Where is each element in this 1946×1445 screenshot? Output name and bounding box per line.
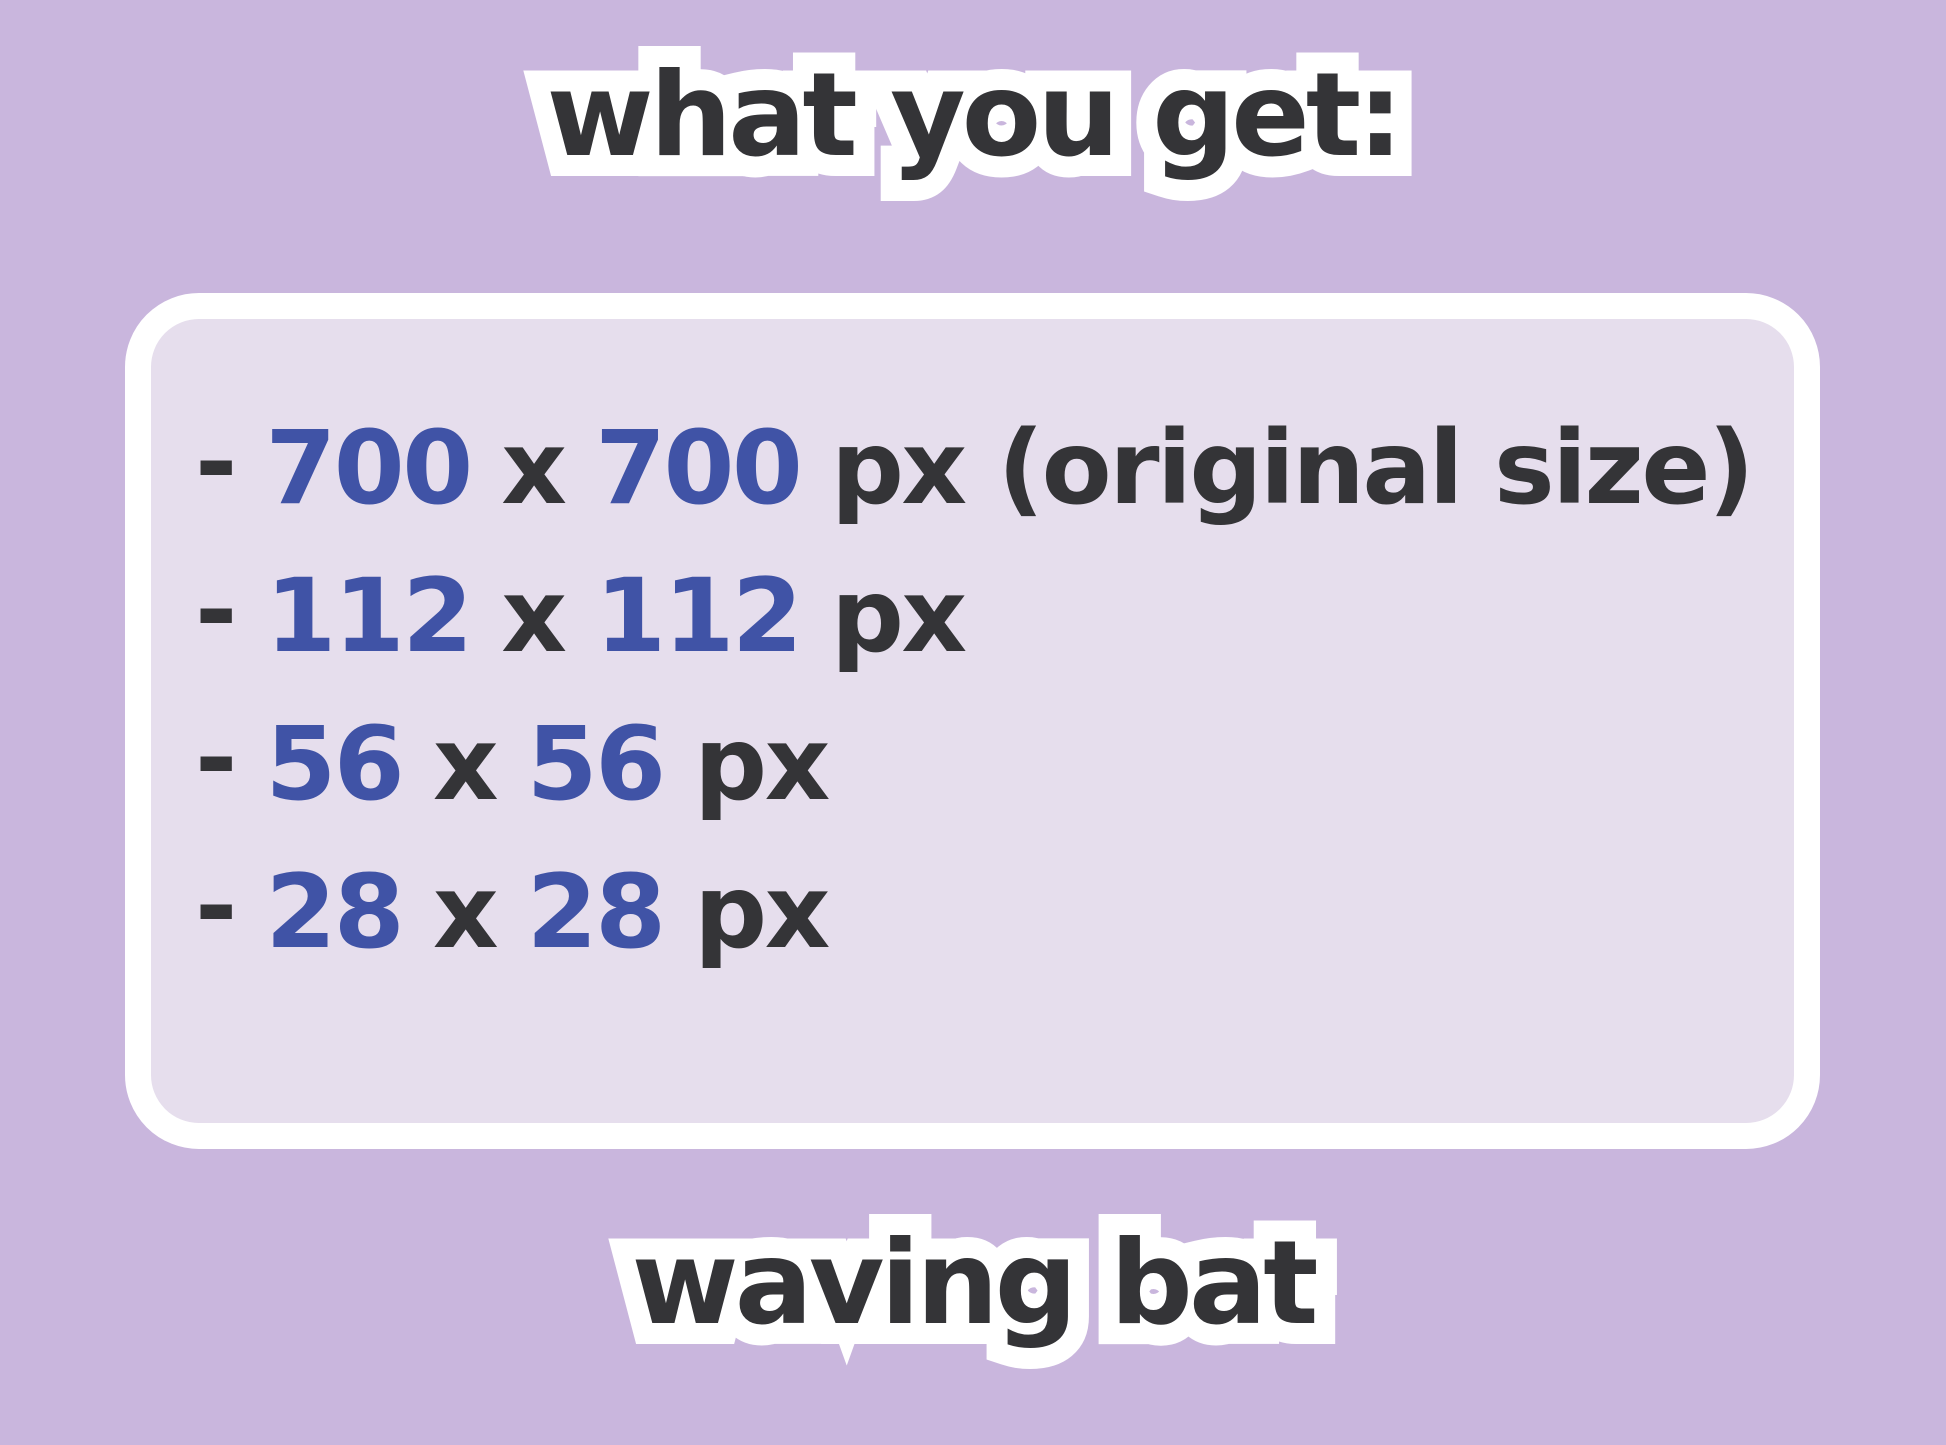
unit-label: px [694,853,830,972]
size-list: - 700 x 700 px (original size) - 112 x 1… [151,319,1794,1010]
width-value: 700 [265,409,473,528]
info-card: - 700 x 700 px (original size) - 112 x 1… [125,293,1820,1149]
multiply-sign: x [501,557,567,676]
multiply-sign: x [501,409,567,528]
page-title: what you get: what you get: [526,28,1425,204]
height-value: 56 [526,705,666,824]
width-value: 28 [265,853,404,972]
bullet-dash: - [195,846,237,966]
width-value: 56 [265,705,404,824]
bullet-dash: - [195,698,237,818]
width-value: 112 [265,557,473,676]
page-title-outline: what you get: [526,28,1425,204]
unit-label: px [694,705,830,824]
unit-label: px (original size) [830,409,1755,528]
height-value: 28 [526,853,666,972]
product-name-outline: waving bat [611,1196,1340,1372]
unit-label: px [830,557,967,676]
multiply-sign: x [432,705,499,824]
bullet-dash: - [195,550,237,670]
page-title-text: what you get: [546,48,1404,183]
title-band: what you get: what you get: [0,28,1946,204]
size-list-item: - 700 x 700 px (original size) [195,409,1755,566]
product-name-text: waving bat [631,1216,1319,1351]
multiply-sign: x [432,853,499,972]
size-list-item: - 56 x 56 px [195,705,1754,862]
size-list-item: - 28 x 28 px [195,853,1754,1010]
bullet-dash: - [195,402,237,522]
size-list-item: - 112 x 112 px [195,557,1754,714]
height-value: 112 [595,557,803,676]
footer-band: waving bat waving bat [0,1196,1946,1372]
height-value: 700 [595,409,803,528]
product-name: waving bat waving bat [611,1196,1340,1372]
